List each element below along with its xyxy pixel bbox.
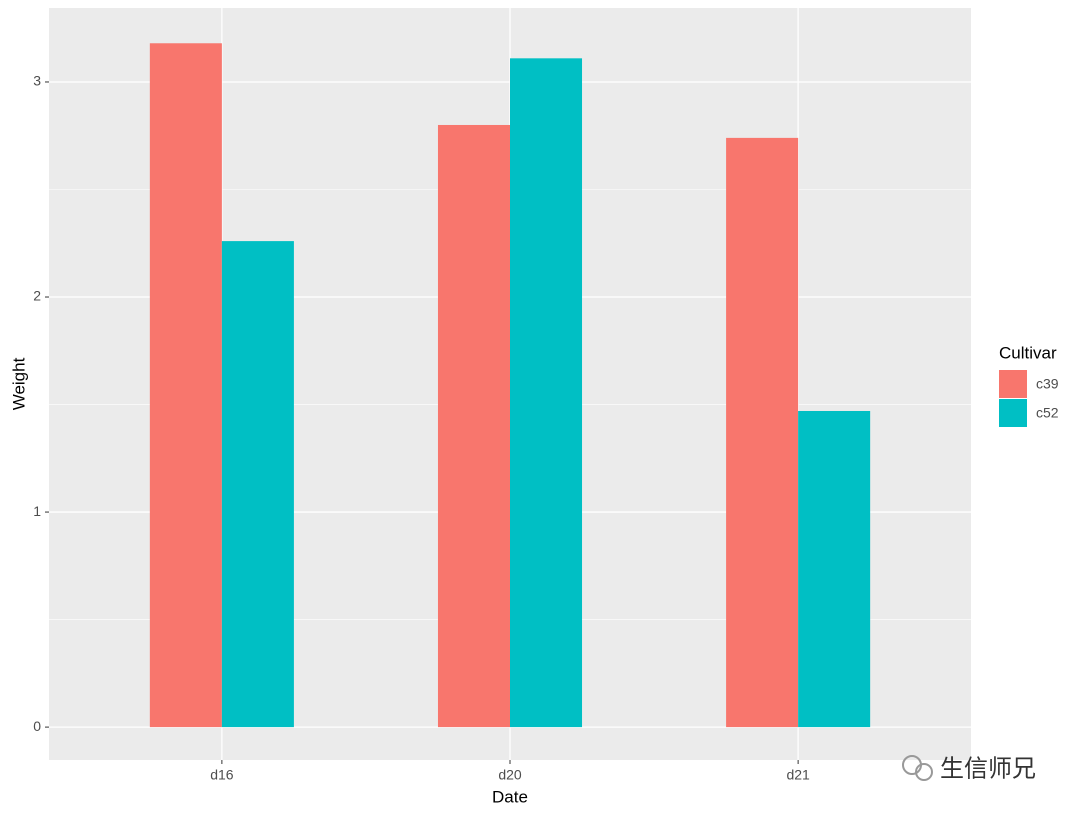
bar (510, 58, 583, 728)
y-tick-label: 2 (33, 288, 41, 304)
legend-label: c52 (1036, 405, 1059, 421)
bar (437, 124, 510, 728)
legend-swatch (999, 399, 1027, 427)
legend-title: Cultivar (999, 343, 1057, 362)
y-tick-label: 1 (33, 503, 41, 519)
bar (221, 241, 294, 728)
x-tick-label: d16 (210, 767, 234, 783)
legend-label: c39 (1036, 376, 1059, 392)
watermark: 生信师兄 (902, 755, 1036, 782)
y-tick-label: 0 (33, 718, 41, 734)
legend-swatch (999, 370, 1027, 398)
x-tick-label: d21 (786, 767, 810, 783)
watermark-icon (915, 763, 933, 781)
x-tick-label: d20 (498, 767, 522, 783)
watermark-text: 生信师兄 (940, 755, 1036, 782)
bar (798, 410, 871, 728)
y-axis-title: Weight (9, 357, 28, 410)
x-axis-title: Date (492, 787, 528, 806)
y-tick-label: 3 (33, 73, 41, 89)
bar (149, 43, 222, 728)
bar (726, 137, 799, 728)
